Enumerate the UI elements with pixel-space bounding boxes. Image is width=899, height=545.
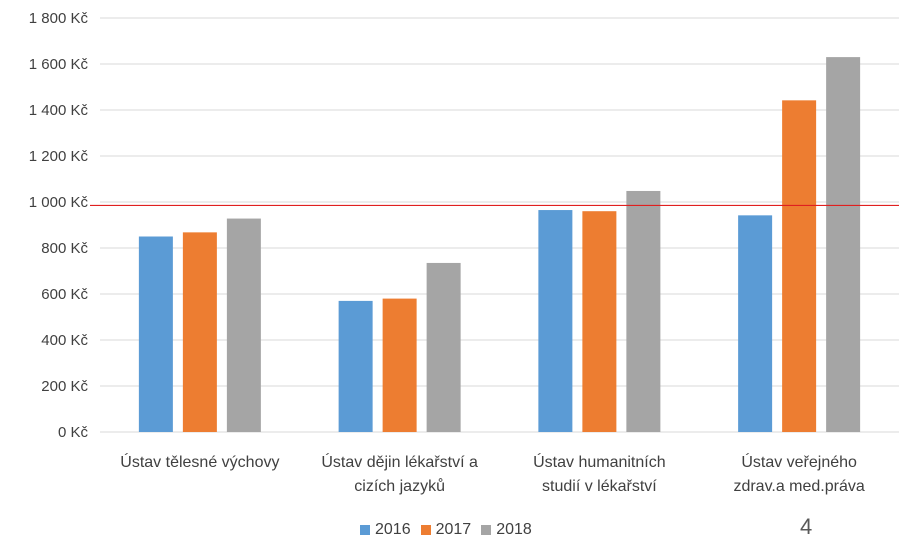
legend-swatch	[420, 525, 431, 535]
y-tick-label: 800 Kč	[41, 240, 88, 257]
bar-2016	[138, 236, 173, 432]
x-category-label: zdrav.a med.práva	[733, 478, 864, 495]
y-tick-label: 1 000 Kč	[29, 194, 89, 211]
y-tick-label: 1 400 Kč	[29, 102, 89, 119]
bar-2016	[338, 300, 373, 432]
y-tick-label: 400 Kč	[41, 332, 88, 349]
bar-2017	[582, 211, 617, 432]
y-tick-label: 600 Kč	[41, 286, 88, 303]
bars	[138, 57, 861, 432]
legend-item-2018: 2018	[481, 521, 532, 539]
legend-label: 2017	[435, 521, 472, 538]
gridlines	[100, 17, 899, 433]
y-tick-label: 1 800 Kč	[29, 10, 89, 27]
legend-item-2017: 2017	[420, 521, 472, 539]
legend-label: 2018	[496, 521, 532, 538]
y-tick-label: 200 Kč	[41, 378, 88, 395]
x-category-label: cizích jazyků	[354, 477, 445, 495]
legend-item-2016: 2016	[360, 521, 411, 539]
x-category-label: Ústav humanitních	[533, 452, 666, 471]
legend-label: 2016	[375, 521, 411, 538]
x-category-label: Ústav dějin lékařství a	[321, 452, 478, 471]
bar-2018	[226, 218, 261, 432]
bar-2018	[826, 57, 861, 432]
y-axis: 0 Kč 200 Kč 400 Kč 600 Kč 800 Kč 1 000 Kč 1 20…	[29, 10, 89, 441]
bar-2018	[426, 262, 461, 432]
bar-2016	[538, 210, 573, 432]
x-category-label: Ústav tělesné výchovy	[120, 452, 279, 471]
bar-2016	[738, 215, 773, 432]
y-tick-label: 1 600 Kč	[29, 56, 89, 73]
x-axis: Ústav tělesné výchovy Ústav dějin lékařst…	[120, 452, 865, 495]
legend: 2016 2017 2018	[0, 521, 899, 545]
bar-chart: 0 Kč 200 Kč 400 Kč 600 Kč 800 Kč 1 000 Kč 1 20…	[29, 10, 899, 495]
bar-2017	[782, 100, 817, 432]
bar-2017	[382, 298, 417, 432]
legend-swatch	[481, 525, 492, 535]
legend-swatch	[360, 525, 370, 535]
y-tick-label: 0 Kč	[58, 424, 89, 441]
bar-2018	[626, 190, 661, 432]
x-category-label: studií v lékařství	[542, 478, 657, 495]
x-category-label: Ústav veřejného	[741, 452, 857, 471]
page-number: 4	[800, 514, 813, 539]
y-tick-label: 1 200 Kč	[29, 148, 89, 165]
bar-2017	[182, 232, 217, 432]
